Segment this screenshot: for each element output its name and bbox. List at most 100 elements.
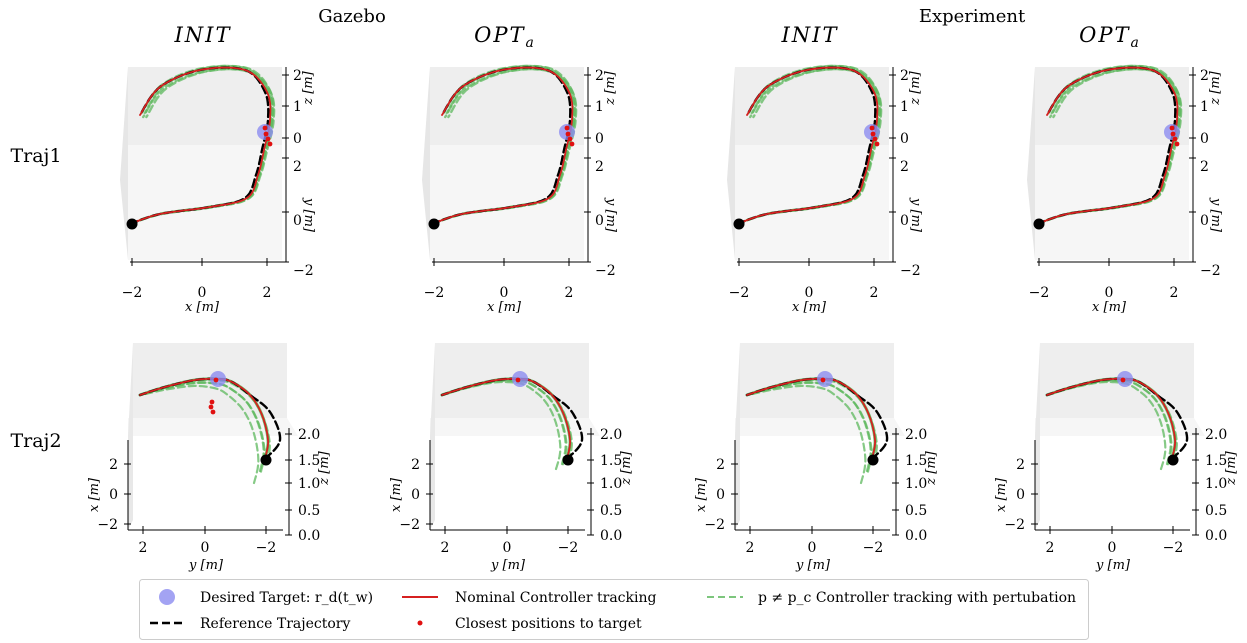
z-tick-label-0: 2.0 xyxy=(905,427,927,443)
z-axis-label: z [m] xyxy=(619,450,634,485)
z-axis-label: z [m] xyxy=(301,70,316,105)
closest-point-2 xyxy=(210,409,216,415)
x-axis-label: x [m] xyxy=(1092,300,1127,315)
y-tick-label-2: −2 xyxy=(1163,540,1184,556)
group-title-gazebo: Gazebo xyxy=(318,6,386,27)
z-tick-label-2: 1.0 xyxy=(905,476,927,492)
side-pane xyxy=(735,343,740,530)
z-tick-label-4: 0.0 xyxy=(600,528,622,544)
z-tick-label-3: 0.5 xyxy=(905,503,927,519)
panel-traj1-2: 2 1 0 2 0 −2 z [m] y [m] −2 0 2 x [m] xyxy=(422,64,618,315)
legend-nominal-label: Nominal Controller tracking xyxy=(455,590,656,606)
z-tick-label-4: 0.0 xyxy=(1205,528,1227,544)
x-tick-label-1: 0 xyxy=(500,285,509,301)
start-marker xyxy=(733,218,745,230)
z-tick-label-1: 1.5 xyxy=(1205,453,1227,469)
perturbed-line-1 xyxy=(745,381,872,473)
z-tick-label-2: 1.0 xyxy=(298,476,320,492)
x-tick-label-1: 0 xyxy=(716,487,725,503)
legend-target-label: Desired Target: r_d(t_w) xyxy=(200,590,373,606)
legend-box xyxy=(139,579,1089,640)
floor-pane xyxy=(128,145,282,260)
y-tick-label-1: 0 xyxy=(900,213,909,229)
y-tick-label-2: −2 xyxy=(863,540,884,556)
z-tick-label-2: 0 xyxy=(900,131,909,147)
closest-point-2 xyxy=(869,125,875,131)
z-tick-label-1: 1 xyxy=(595,99,604,115)
legend-closest-label: Closest positions to target xyxy=(455,616,642,632)
y-tick-label-0: 2 xyxy=(595,159,604,175)
x-axis-label: x [m] xyxy=(694,477,709,512)
closest-point-0 xyxy=(1170,131,1176,137)
closest-point-1 xyxy=(872,136,878,142)
panel-traj1-1: 2 1 0 2 0 −2 z [m] y [m] −2 0 2 x [m] xyxy=(120,64,316,315)
closest-point-1 xyxy=(567,136,573,142)
x-tick-label-0: −2 xyxy=(729,285,750,301)
start-marker xyxy=(428,218,440,230)
y-axis-label: y [m] xyxy=(603,197,618,233)
floor-pane xyxy=(128,418,298,436)
start-marker xyxy=(562,454,574,466)
y-tick-label-1: 0 xyxy=(293,213,302,229)
closest-point-1 xyxy=(209,399,215,405)
z-axis-label: z [m] xyxy=(924,450,939,485)
perturbed-line-2 xyxy=(745,381,873,473)
panel-traj1-3: 2 1 0 2 0 −2 z [m] y [m] −2 0 2 x [m] xyxy=(727,64,923,315)
closest-point-0 xyxy=(1120,377,1126,383)
y-axis-label: y [m] xyxy=(908,197,923,233)
closest-point-3 xyxy=(208,404,214,410)
y-tick-label-0: 2 xyxy=(293,159,302,175)
y-tick-label-1: 0 xyxy=(201,540,210,556)
perturbed-line-1 xyxy=(138,381,265,473)
legend-target-marker xyxy=(159,589,175,605)
z-tick-label-1: 1 xyxy=(293,99,302,115)
z-tick-label-3: 0.5 xyxy=(298,503,320,519)
closest-point-2 xyxy=(1169,125,1175,131)
x-axis-label: x [m] xyxy=(185,300,220,315)
z-axis-label: z [m] xyxy=(317,450,332,485)
perturbed-line-3 xyxy=(745,384,867,485)
floor-pane xyxy=(1035,145,1189,260)
side-pane xyxy=(120,67,128,260)
z-tick-label-3: 0.5 xyxy=(1205,503,1227,519)
legend-reference-label: Reference Trajectory xyxy=(200,616,350,632)
start-marker xyxy=(126,218,138,230)
z-tick-label-3: 0.5 xyxy=(600,503,622,519)
perturbed-line-2 xyxy=(138,381,266,473)
group-title-experiment: Experiment xyxy=(919,6,1026,27)
row-label-traj1: Traj1 xyxy=(10,145,61,167)
z-tick-label-1: 1 xyxy=(1200,99,1209,115)
y-tick-label-2: −2 xyxy=(256,540,277,556)
column-title-3: INIT xyxy=(781,23,839,47)
z-tick-label-2: 0 xyxy=(1200,131,1209,147)
x-tick-label-2: −2 xyxy=(1004,517,1025,533)
side-pane xyxy=(422,67,430,260)
y-tick-label-0: 2 xyxy=(1200,159,1209,175)
floor-pane xyxy=(430,418,600,436)
floor-pane xyxy=(1035,418,1205,436)
closest-point-0 xyxy=(820,377,826,383)
x-tick-label-1: 0 xyxy=(805,285,814,301)
closest-point-3 xyxy=(569,141,575,147)
legend-perturbed-label: p ≠ p_c Controller tracking with pertuba… xyxy=(758,590,1076,606)
x-tick-label-0: 2 xyxy=(411,457,420,473)
start-marker xyxy=(1167,454,1179,466)
x-tick-label-0: 2 xyxy=(109,457,118,473)
closest-point-3 xyxy=(267,141,273,147)
x-tick-label-1: 0 xyxy=(1016,487,1025,503)
z-tick-label-0: 2.0 xyxy=(298,427,320,443)
nominal-line xyxy=(139,377,270,460)
x-tick-label-0: 2 xyxy=(716,457,725,473)
x-axis-label: x [m] xyxy=(87,477,102,512)
panel-traj2-3: 2.0 1.5 1.0 0.5 0.0 z [m] 2 0 −2 x [m] 2 0 −2 y [m] xyxy=(694,343,939,573)
column-title-2: OPTa xyxy=(474,23,536,51)
x-axis-label: x [m] xyxy=(389,477,404,512)
perturbed-line-3 xyxy=(138,384,260,485)
z-tick-label-1: 1.5 xyxy=(905,453,927,469)
z-tick-label-0: 2 xyxy=(900,68,909,84)
closest-point-0 xyxy=(263,131,269,137)
closest-point-0 xyxy=(565,131,571,137)
y-tick-label-0: 2 xyxy=(1046,540,1055,556)
x-tick-label-1: 0 xyxy=(198,285,207,301)
z-tick-label-0: 2 xyxy=(595,68,604,84)
